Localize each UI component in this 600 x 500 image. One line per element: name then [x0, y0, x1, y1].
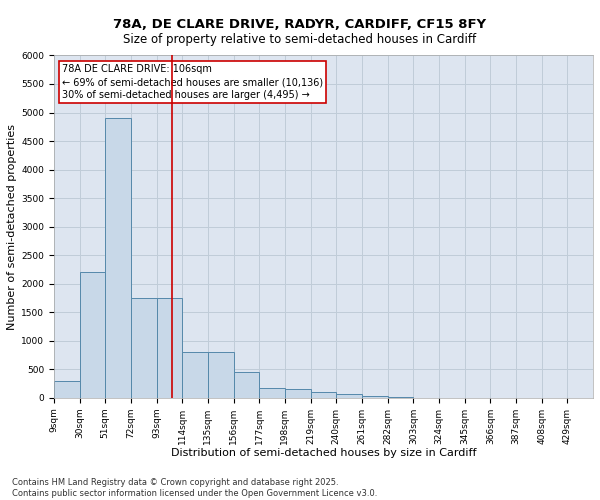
X-axis label: Distribution of semi-detached houses by size in Cardiff: Distribution of semi-detached houses by …	[170, 448, 476, 458]
Bar	[105, 118, 131, 398]
Bar	[208, 352, 233, 398]
Bar	[362, 396, 388, 398]
Text: Size of property relative to semi-detached houses in Cardiff: Size of property relative to semi-detach…	[124, 32, 476, 46]
Bar	[259, 388, 285, 398]
Text: Contains HM Land Registry data © Crown copyright and database right 2025.
Contai: Contains HM Land Registry data © Crown c…	[12, 478, 377, 498]
Bar	[157, 298, 182, 398]
Bar	[285, 389, 311, 398]
Text: 78A, DE CLARE DRIVE, RADYR, CARDIFF, CF15 8FY: 78A, DE CLARE DRIVE, RADYR, CARDIFF, CF1…	[113, 18, 487, 30]
Bar	[311, 392, 336, 398]
Y-axis label: Number of semi-detached properties: Number of semi-detached properties	[7, 124, 17, 330]
Bar	[336, 394, 362, 398]
Bar	[80, 272, 105, 398]
Bar	[388, 397, 413, 398]
Bar	[54, 380, 80, 398]
Bar	[233, 372, 259, 398]
Bar	[131, 298, 157, 398]
Bar	[182, 352, 208, 398]
Text: 78A DE CLARE DRIVE: 106sqm
← 69% of semi-detached houses are smaller (10,136)
30: 78A DE CLARE DRIVE: 106sqm ← 69% of semi…	[62, 64, 323, 100]
